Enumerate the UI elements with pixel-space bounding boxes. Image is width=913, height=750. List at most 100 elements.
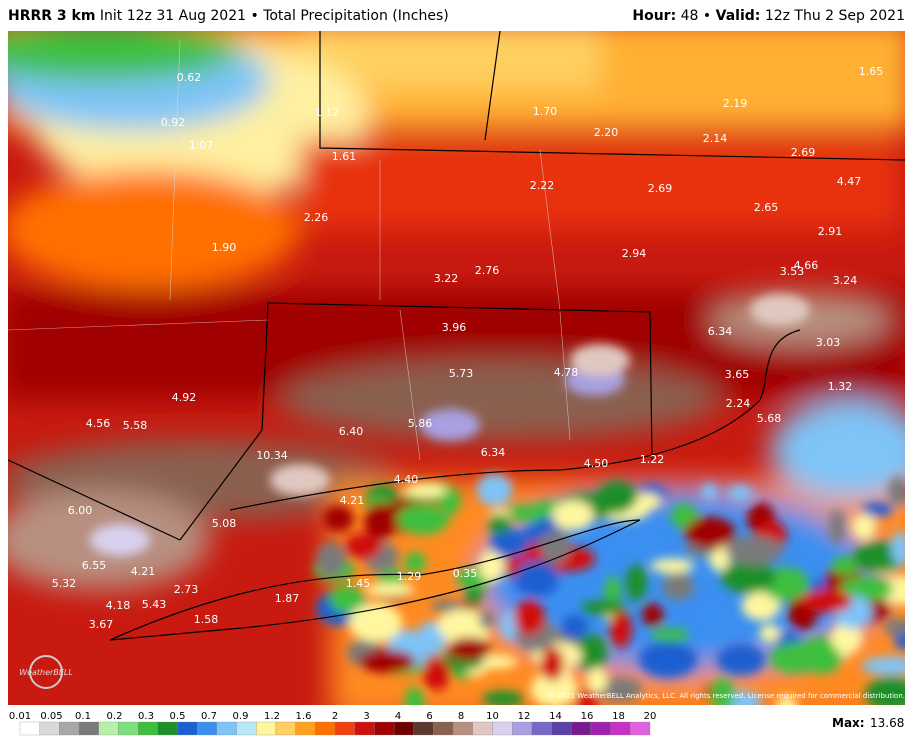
map-label: 4.66	[794, 259, 819, 272]
colorbar-tick: 0.5	[170, 711, 186, 722]
precip-blob	[830, 621, 863, 655]
colorbar-tick: 4	[395, 711, 401, 722]
precip-blob	[90, 524, 150, 556]
precip-blob	[661, 573, 695, 601]
map-label: 4.18	[106, 599, 131, 612]
header-right: Hour: 48 • Valid: 12z Thu 2 Sep 2021	[632, 8, 905, 24]
precip-blob	[710, 677, 735, 705]
map-label: 2.91	[818, 225, 843, 238]
colorbar-tick: 0.7	[201, 711, 217, 722]
precip-blob	[576, 633, 608, 672]
precip-blob	[431, 599, 461, 613]
precip-blob	[488, 514, 511, 535]
colorbar-swatch	[39, 721, 60, 736]
map-label: 3.03	[816, 336, 841, 349]
colorbar-swatch	[197, 721, 218, 736]
map-label: 1.12	[315, 106, 340, 119]
colorbar-tick: 0.2	[107, 711, 123, 722]
map-label: 1.61	[332, 150, 357, 163]
precip-blob	[741, 591, 781, 621]
precip-blob	[540, 526, 570, 564]
precip-blob	[552, 500, 594, 531]
logo-ring	[29, 655, 63, 689]
precip-blob	[437, 616, 459, 637]
colorbar-swatch	[118, 721, 139, 736]
precip-blob	[586, 667, 608, 694]
precip-blob	[561, 614, 589, 640]
precip-blob	[604, 576, 621, 606]
precip-blob	[403, 482, 448, 498]
map-label: 3.53	[780, 265, 805, 278]
map-label: 2.69	[791, 146, 816, 159]
colorbar-swatch	[531, 721, 552, 736]
colorbar-tick: 10	[486, 711, 499, 722]
precip-blob	[540, 646, 565, 682]
precip-blob	[609, 610, 632, 648]
map-label: 1.22	[640, 453, 665, 466]
map-label: 6.40	[339, 425, 364, 438]
precip-blob	[759, 624, 782, 643]
colorbar-swatch	[610, 721, 631, 736]
header-left: HRRR 3 km Init 12z 31 Aug 2021 • Total P…	[8, 8, 449, 24]
map-label: 6.00	[68, 504, 93, 517]
map-label: 4.47	[837, 175, 862, 188]
precip-blob	[447, 637, 492, 661]
max-label: Max:	[832, 716, 865, 730]
precip-blob	[638, 641, 698, 679]
map-label: 4.92	[172, 391, 197, 404]
map-label: 2.76	[475, 264, 500, 277]
colorbar-swatch	[137, 721, 158, 736]
precip-blob	[504, 504, 551, 522]
colorbar-swatch	[59, 721, 80, 736]
precip-blob	[750, 294, 810, 326]
colorbar-swatch	[630, 721, 651, 736]
colorbar-swatch	[590, 721, 611, 736]
colorbar-swatch	[551, 721, 572, 736]
precip-blob	[851, 513, 877, 541]
colorbar-tick: 1.2	[264, 711, 280, 722]
map-label: 1.70	[533, 105, 558, 118]
map-label: 3.96	[442, 321, 467, 334]
colorbar-tick: 0.9	[233, 711, 249, 722]
precip-blob	[580, 600, 627, 616]
precip-blob	[829, 508, 846, 545]
precip-blob	[329, 585, 365, 614]
map-label: 2.14	[703, 132, 728, 145]
map-label: 2.22	[530, 179, 555, 192]
precip-blob	[725, 535, 783, 566]
map-label: 3.22	[434, 272, 459, 285]
colorbar-swatch	[512, 721, 533, 736]
precip-blob	[482, 690, 525, 705]
precip-blob	[884, 617, 905, 637]
map-label: 1.45	[346, 577, 371, 590]
map-label: 4.21	[340, 494, 365, 507]
map-label: 2.65	[754, 201, 779, 214]
colorbar-tick: 2	[332, 711, 338, 722]
description: Init 12z 31 Aug 2021 • Total Precipitati…	[99, 8, 449, 24]
colorbar-swatch	[216, 721, 237, 736]
precip-blob	[769, 642, 821, 674]
logo: WeatherBELL	[19, 668, 73, 677]
colorbar-tick: 3	[363, 711, 369, 722]
map-label: 5.43	[142, 598, 167, 611]
valid-label: Valid:	[715, 8, 761, 24]
map-label: 1.29	[397, 570, 422, 583]
map-label: 0.35	[453, 567, 478, 580]
map-label: 4.78	[554, 366, 579, 379]
map-label: 2.94	[622, 247, 647, 260]
colorbar-swatch	[374, 721, 395, 736]
map-label: 3.65	[725, 368, 750, 381]
map-label: 1.90	[212, 241, 237, 254]
precip-blob	[861, 656, 905, 675]
precip-blob	[570, 344, 630, 376]
precip-blob	[365, 582, 415, 597]
precip-blob	[270, 464, 330, 496]
precip-blob	[701, 483, 718, 501]
precip-blob	[359, 649, 416, 674]
colorbar-swatch	[472, 721, 493, 736]
map-label: 2.19	[723, 97, 748, 110]
colorbar-tick: 0.05	[40, 711, 62, 722]
map-label: 4.21	[131, 565, 156, 578]
